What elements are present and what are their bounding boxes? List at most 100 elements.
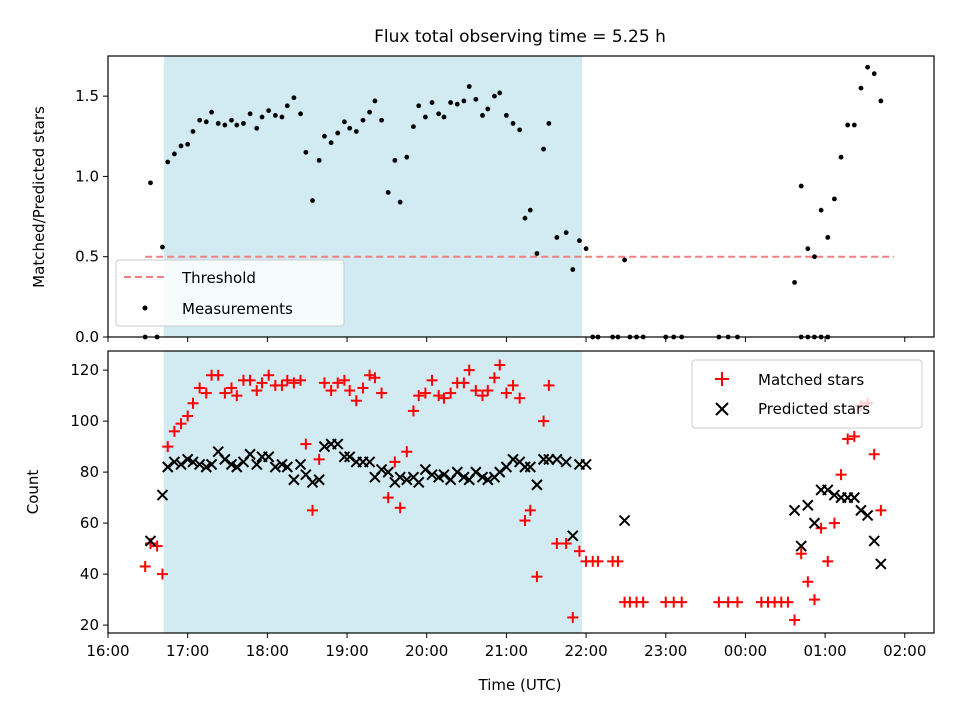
measurement-point (805, 246, 811, 252)
predicted-star-point (156, 489, 169, 501)
top-ytick-label: 1.0 (75, 167, 99, 185)
measurement-point (335, 130, 341, 136)
measurement-point (563, 230, 569, 236)
matched-star-point (463, 364, 475, 376)
measurement-point (818, 207, 824, 213)
predicted-star-point (451, 466, 463, 478)
matched-star-point (828, 517, 840, 529)
predicted-star-point (343, 451, 356, 463)
matched-star-point (338, 374, 350, 386)
predicted-star-point (802, 499, 814, 511)
predicted-star-point (288, 474, 300, 486)
predicted-star-point (531, 479, 543, 491)
measurement-point (303, 149, 309, 155)
predicted-star-point (401, 474, 413, 486)
matched-star-point (263, 369, 275, 381)
measurement-point (622, 257, 627, 263)
matched-star-point (168, 425, 180, 437)
measurement-point (372, 98, 378, 104)
matched-star-point (401, 446, 413, 458)
bottom-plot-frame (107, 350, 935, 634)
bottom-ytick-label: 20 (80, 616, 99, 634)
x-axis-label: Time (UTC) (478, 676, 562, 694)
predicted-star-point (269, 461, 282, 473)
xtick-label: 23:00 (644, 642, 687, 660)
measurement-point (254, 125, 260, 131)
matched-star-point (560, 538, 572, 550)
bottom-ytick-label: 100 (70, 412, 99, 430)
matched-star-point (307, 504, 319, 516)
predicted-star-point (861, 509, 874, 522)
matched-star-point (848, 430, 860, 442)
predicted-star-point (168, 456, 181, 468)
measurement-point (871, 71, 877, 77)
measurement-point (322, 133, 327, 139)
measurement-point (316, 157, 322, 163)
matched-star-point (573, 545, 585, 557)
measurement-point (865, 64, 871, 70)
matched-star-point (507, 379, 519, 391)
matched-star-point (782, 596, 794, 608)
predicted-star-point (795, 540, 807, 552)
xtick-label: 00:00 (724, 642, 767, 660)
matched-star-point (300, 438, 312, 450)
xtick-label: 18:00 (246, 642, 289, 660)
matched-star-point (458, 377, 470, 389)
measurement-point (197, 117, 203, 123)
measurement-point (148, 180, 153, 186)
predicted-star-point (470, 466, 482, 478)
xtick-label: 21:00 (485, 642, 528, 660)
panel-ratio: Flux total observing time = 5.25 h 0.0 0.… (30, 27, 935, 346)
matched-star-point (182, 410, 194, 422)
measurement-point (416, 103, 422, 109)
matched-star-point (332, 377, 344, 389)
measurement-point (229, 117, 234, 123)
matched-star-point (251, 385, 263, 397)
top-ytick-label: 1.5 (75, 87, 99, 105)
predicted-legend-label: Predicted stars (758, 400, 870, 418)
matched-star-point (612, 555, 624, 567)
measurement-point (851, 122, 857, 128)
measurement-point (534, 251, 540, 256)
matched-star-point (524, 504, 536, 516)
measurement-point (266, 108, 272, 113)
predicted-star-point (313, 474, 325, 486)
measurement-point (215, 121, 221, 126)
predicted-star-point (494, 466, 506, 478)
xtick-label: 02:00 (883, 642, 926, 660)
matched-star-point (875, 504, 887, 516)
matched-star-point (295, 374, 307, 386)
matched-legend-marker (715, 372, 729, 386)
predicted-star-point (618, 514, 631, 527)
measurement-point (577, 238, 582, 244)
measurement-point (466, 84, 472, 89)
matched-star-point (394, 502, 406, 514)
xtick-label: 20:00 (405, 642, 448, 660)
matched-star-point (713, 596, 725, 608)
measurement-point (209, 109, 214, 115)
predicted-star-point (318, 440, 331, 453)
matched-star-point (151, 540, 163, 552)
bottom-ytick-label: 60 (80, 514, 99, 532)
matched-star-point (808, 594, 820, 606)
measurement-point (165, 159, 171, 165)
top-y-axis-label: Matched/Predicted stars (30, 106, 48, 288)
measurement-point (279, 114, 285, 120)
measurement-point (247, 111, 253, 117)
measurement-point (497, 90, 503, 96)
measurement-point (473, 96, 479, 102)
measurement-point (190, 129, 196, 134)
measurement-point (878, 98, 884, 104)
predicted-star-point (219, 453, 231, 466)
measurement-point (825, 235, 831, 240)
measurement-point (510, 121, 516, 126)
matched-star-point (212, 369, 224, 381)
predicted-legend-marker (715, 402, 729, 416)
matched-star-point (531, 571, 543, 583)
measurement-point (503, 113, 509, 118)
xtick-label: 16:00 (86, 642, 129, 660)
predicted-star-point (808, 517, 821, 529)
matched-star-point (514, 392, 526, 404)
measurement-point (259, 114, 265, 120)
matched-star-point (445, 387, 457, 399)
